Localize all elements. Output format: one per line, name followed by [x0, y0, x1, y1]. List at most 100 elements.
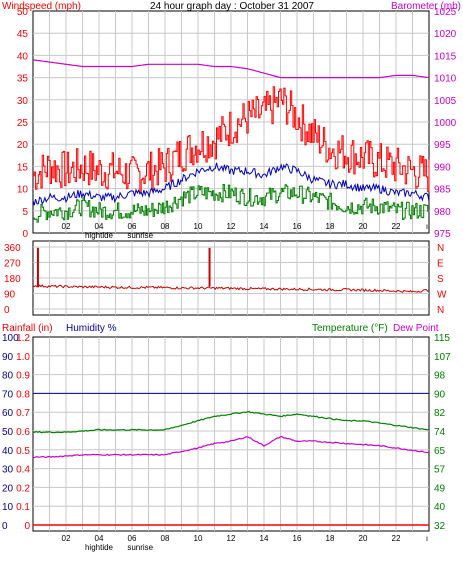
windspeed-tick-label: 0 — [22, 229, 28, 240]
barometer-axis-title: Barometer (mb) — [391, 1, 461, 12]
humidity-axis-title: Humidity % — [66, 323, 117, 334]
direction-panel-grid — [33, 241, 429, 315]
wind-time-tick-label: 08 — [161, 222, 170, 231]
rainfall-tick-label: 0.6 — [16, 427, 30, 438]
windspeed-tick-label: 10 — [17, 185, 29, 196]
climate-time-tick-label: 18 — [326, 534, 335, 543]
wind-time-tick-label: 02 — [62, 222, 71, 231]
direction-compass-label: W — [437, 290, 447, 301]
direction-tick-label: 360 — [4, 243, 21, 254]
direction-tick-label: 270 — [4, 259, 21, 270]
rainfall-tick-label: 0.7 — [16, 408, 30, 419]
temperature-tick-label: 82 — [434, 408, 446, 419]
climate-time-tick-end: ı — [426, 534, 428, 543]
temperature-tick-label: 98 — [434, 371, 446, 382]
humidity-tick-label: 100 — [2, 333, 19, 344]
temperature-tick-label: 57 — [434, 465, 446, 476]
climate-time-tick-label: 08 — [161, 534, 170, 543]
humidity-tick-label: 30 — [2, 465, 14, 476]
humidity-tick-label: 50 — [2, 427, 14, 438]
climate-time-tick-label: 10 — [194, 534, 203, 543]
barometer-tick-label: 1025 — [434, 7, 457, 18]
direction-tick-label: 0 — [4, 305, 10, 316]
climate-hightide-annotation: hightide — [85, 543, 114, 552]
barometer-tick-label: 1020 — [434, 29, 457, 40]
wind-time-tick-label: 14 — [260, 222, 269, 231]
wind-time-tick-end: ı — [426, 222, 428, 231]
wind-time-tick-label: 12 — [227, 222, 236, 231]
dewpoint-series-line — [32, 435, 430, 459]
low-series-line — [33, 184, 430, 223]
windspeed-tick-label: 30 — [17, 96, 29, 107]
humidity-tick-label: 10 — [2, 502, 14, 513]
climate-time-tick-label: 16 — [293, 534, 302, 543]
humidity-tick-label: 40 — [2, 446, 14, 457]
barometer-tick-label: 980 — [434, 207, 451, 218]
wind-hightide-annotation: hightide — [85, 231, 114, 240]
wind-panel-series — [32, 59, 430, 223]
windspeed-tick-label: 35 — [17, 74, 29, 85]
climate-time-tick-label: 12 — [227, 534, 236, 543]
climate-time-tick-label: 02 — [62, 534, 71, 543]
climate-sunrise-annotation: sunrise — [127, 543, 153, 552]
rainfall-tick-label: 1.2 — [16, 333, 30, 344]
rainfall-tick-label: 0.5 — [16, 446, 30, 457]
barometer-tick-label: 1000 — [434, 118, 457, 129]
rainfall-tick-label: 0.2 — [16, 483, 30, 494]
barometer-tick-label: 1015 — [434, 51, 457, 62]
barometer-tick-label: 985 — [434, 185, 451, 196]
rainfall-tick-label: 0.4 — [16, 465, 30, 476]
windspeed-tick-label: 15 — [17, 162, 29, 173]
wind-time-tick-label: 06 — [128, 222, 137, 231]
wind-time-tick-label: 16 — [293, 222, 302, 231]
wind-sunrise-annotation: sunrise — [127, 231, 153, 240]
average-series-line — [32, 162, 430, 206]
temperature-tick-label: 74 — [434, 427, 446, 438]
wind-time-tick-label: 20 — [359, 222, 368, 231]
wind-direction-series-line — [32, 284, 429, 294]
rainfall-tick-label: 0 — [24, 521, 30, 532]
humidity-tick-label: 20 — [2, 483, 14, 494]
rainfall-tick-label: 0.1 — [16, 502, 30, 513]
windspeed-axis-title: Windspeed (mph) — [2, 1, 81, 12]
barometer-tick-label: 990 — [434, 162, 451, 173]
barometer-tick-label: 1005 — [434, 96, 457, 107]
rainfall-tick-label: 1.0 — [16, 352, 30, 363]
axis-tick-labels: 0510152025303540455097598098599099510001… — [2, 7, 457, 552]
temperature-tick-label: 115 — [434, 333, 450, 344]
temperature-axis-title: Temperature (°F) — [312, 323, 388, 334]
barometer-tick-label: 975 — [434, 229, 451, 240]
windspeed-tick-label: 25 — [17, 118, 29, 129]
climate-time-tick-label: 14 — [260, 534, 269, 543]
rainfall-axis-title: Rainfall (in) — [2, 323, 53, 334]
windspeed-tick-label: 20 — [17, 140, 29, 151]
direction-compass-label: N — [437, 243, 444, 254]
wind-time-tick-label: 18 — [326, 222, 335, 231]
climate-time-tick-label: 06 — [128, 534, 137, 543]
direction-panel-series — [32, 247, 429, 294]
climate-panel-series — [32, 392, 430, 526]
windspeed-tick-label: 40 — [17, 51, 29, 62]
rainfall-tick-label: 0.9 — [16, 371, 30, 382]
temperature-tick-label: 90 — [434, 389, 446, 400]
temperature-tick-label: 32 — [434, 521, 446, 532]
humidity-tick-label: 60 — [2, 408, 14, 419]
wind-time-tick-label: 04 — [95, 222, 104, 231]
rainfall-tick-label: 0.8 — [16, 389, 30, 400]
temperature-tick-label: 65 — [434, 446, 446, 457]
direction-tick-label: 90 — [4, 290, 16, 301]
direction-compass-label: N — [437, 305, 444, 316]
humidity-tick-label: 90 — [2, 352, 14, 363]
direction-compass-label: S — [437, 274, 444, 285]
barometer-tick-label: 995 — [434, 140, 451, 151]
direction-tick-label: 180 — [4, 274, 21, 285]
barometer-series-line — [32, 59, 430, 79]
direction-compass-label: E — [437, 259, 444, 270]
dewpoint-axis-title: Dew Point — [393, 323, 439, 334]
windspeed-tick-label: 5 — [22, 207, 28, 218]
temperature-tick-label: 40 — [434, 502, 446, 513]
temperature-tick-label: 107 — [434, 352, 451, 363]
windspeed-tick-label: 50 — [17, 7, 29, 18]
